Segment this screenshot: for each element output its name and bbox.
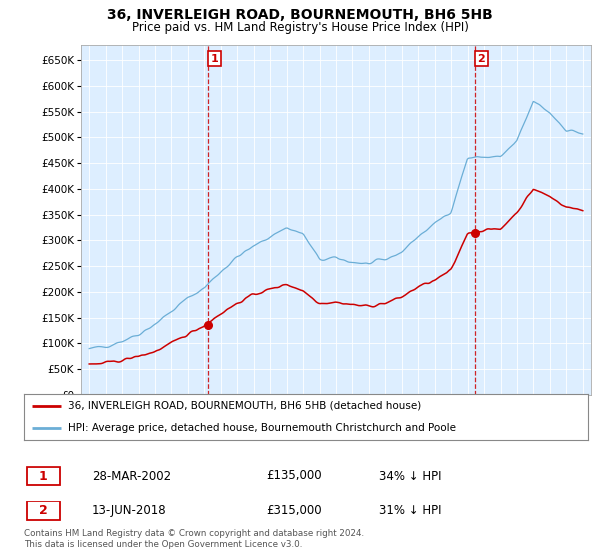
Text: HPI: Average price, detached house, Bournemouth Christchurch and Poole: HPI: Average price, detached house, Bour… xyxy=(68,423,456,433)
Text: 36, INVERLEIGH ROAD, BOURNEMOUTH, BH6 5HB (detached house): 36, INVERLEIGH ROAD, BOURNEMOUTH, BH6 5H… xyxy=(68,400,421,410)
FancyBboxPatch shape xyxy=(27,466,59,486)
Text: 13-JUN-2018: 13-JUN-2018 xyxy=(92,504,166,517)
Text: 28-MAR-2002: 28-MAR-2002 xyxy=(92,469,171,483)
Text: 2: 2 xyxy=(478,54,485,63)
Text: 31% ↓ HPI: 31% ↓ HPI xyxy=(379,504,442,517)
Text: £315,000: £315,000 xyxy=(266,504,322,517)
FancyBboxPatch shape xyxy=(27,501,59,520)
Text: 34% ↓ HPI: 34% ↓ HPI xyxy=(379,469,442,483)
Text: 1: 1 xyxy=(211,54,218,63)
Text: 1: 1 xyxy=(39,469,47,483)
Text: £135,000: £135,000 xyxy=(266,469,322,483)
Text: 36, INVERLEIGH ROAD, BOURNEMOUTH, BH6 5HB: 36, INVERLEIGH ROAD, BOURNEMOUTH, BH6 5H… xyxy=(107,8,493,22)
Text: Price paid vs. HM Land Registry's House Price Index (HPI): Price paid vs. HM Land Registry's House … xyxy=(131,21,469,34)
Text: 2: 2 xyxy=(39,504,47,517)
Text: Contains HM Land Registry data © Crown copyright and database right 2024.
This d: Contains HM Land Registry data © Crown c… xyxy=(24,529,364,549)
